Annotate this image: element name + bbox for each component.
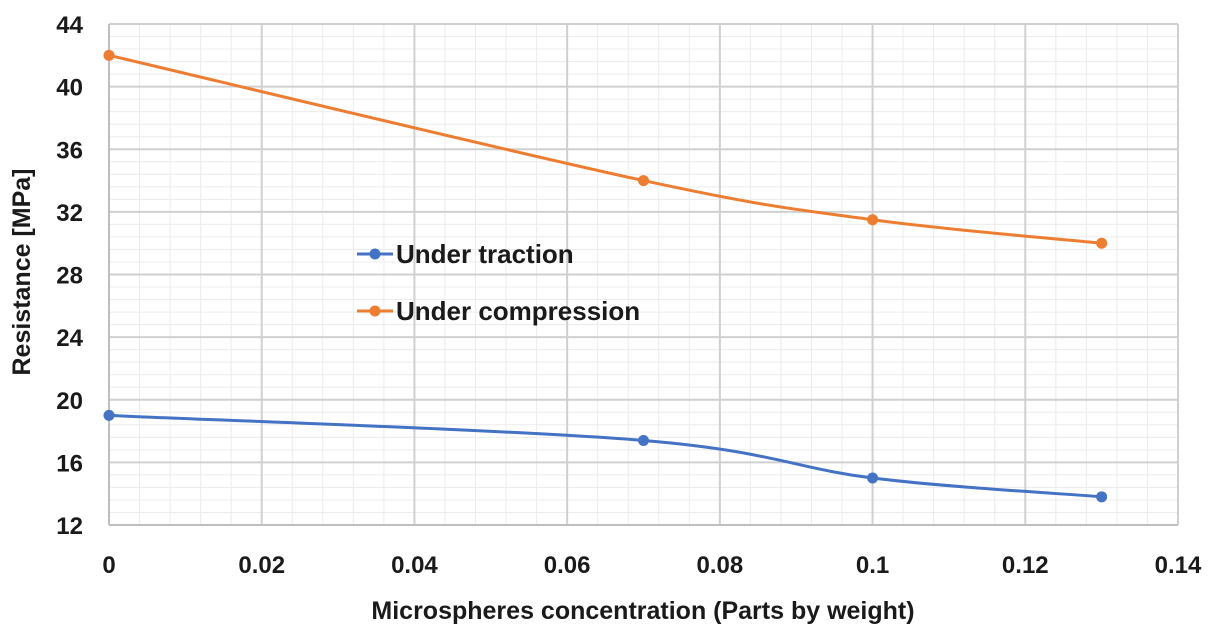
legend-marker-under-compression bbox=[369, 305, 381, 317]
legend-marker-under-traction bbox=[369, 248, 381, 260]
y-tick-label: 36 bbox=[56, 137, 83, 164]
y-tick-label: 24 bbox=[56, 325, 83, 352]
y-tick-label: 44 bbox=[56, 12, 83, 39]
series-line-under-compression bbox=[108, 53, 1102, 245]
series-points bbox=[103, 49, 1108, 503]
y-tick-label: 16 bbox=[56, 450, 83, 477]
legend-label-under-compression: Under compression bbox=[396, 296, 640, 326]
x-axis-title: Microspheres concentration (Parts by wei… bbox=[371, 597, 914, 625]
data-point-under-compression bbox=[867, 214, 879, 226]
y-tick-label: 12 bbox=[56, 513, 83, 540]
x-tick-label: 0.02 bbox=[238, 552, 285, 579]
series-lines bbox=[108, 53, 1102, 499]
x-tick-label: 0.1 bbox=[856, 552, 889, 579]
axes bbox=[108, 24, 1178, 526]
data-point-under-compression bbox=[638, 175, 649, 187]
y-tick-label: 32 bbox=[56, 200, 83, 227]
legend-label-under-traction: Under traction bbox=[396, 239, 574, 269]
y-tick-label: 28 bbox=[56, 263, 83, 290]
y-tick-label: 40 bbox=[56, 75, 83, 102]
x-tick-label: 0.12 bbox=[1002, 552, 1049, 579]
x-tick-label: 0 bbox=[102, 552, 115, 579]
data-point-under-compression bbox=[1096, 237, 1108, 249]
y-tick-label: 20 bbox=[56, 388, 83, 415]
x-tick-label: 0.14 bbox=[1155, 552, 1202, 579]
x-tick-label: 0.08 bbox=[696, 552, 743, 579]
y-axis-title: Resistance [MPa] bbox=[8, 168, 36, 375]
data-point-under-traction bbox=[638, 434, 649, 446]
x-tick-label: 0.04 bbox=[391, 552, 438, 579]
data-point-under-compression bbox=[103, 49, 115, 61]
data-point-under-traction bbox=[1096, 491, 1108, 503]
x-tick-label: 0.06 bbox=[544, 552, 591, 579]
x-tick-labels: 0 0.02 0.04 0.06 0.08 0.1 0.12 0.14 bbox=[102, 552, 1202, 579]
legend: Under traction Under compression bbox=[357, 239, 640, 326]
major-gridlines bbox=[109, 23, 1179, 525]
data-point-under-traction bbox=[103, 409, 115, 421]
series-line-under-traction bbox=[108, 413, 1102, 499]
minor-gridlines bbox=[109, 24, 1178, 525]
data-point-under-traction bbox=[867, 472, 879, 484]
y-tick-labels: 12 16 20 24 28 32 36 40 44 bbox=[56, 12, 83, 540]
